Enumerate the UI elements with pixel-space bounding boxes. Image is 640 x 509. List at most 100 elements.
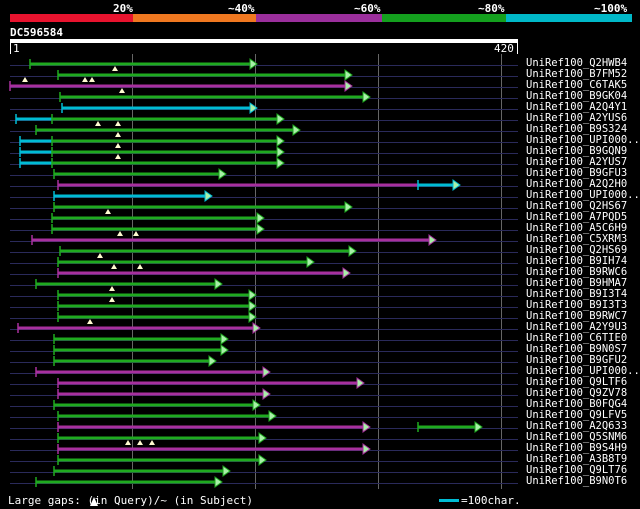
hit-name-link[interactable]: UniRef100_A2Q4Y1 <box>526 101 628 113</box>
hit-name-link[interactable]: UniRef100_B9RWC7 <box>526 310 628 322</box>
hit-segment[interactable] <box>52 150 282 154</box>
hit-segment[interactable] <box>20 161 52 165</box>
hit-segment[interactable] <box>36 480 220 484</box>
hit-end-arrow <box>344 69 353 81</box>
hit-segment[interactable] <box>58 425 368 429</box>
hit-segment[interactable] <box>20 150 52 154</box>
hit-segment[interactable] <box>54 403 258 407</box>
hit-segment[interactable] <box>52 161 282 165</box>
hit-segment[interactable] <box>32 238 434 242</box>
query-gap-marker <box>117 231 123 236</box>
hit-name-link[interactable]: UniRef100_B9N0T6 <box>526 475 628 487</box>
hit-end-arrow <box>268 410 277 422</box>
hit-segment[interactable] <box>54 359 214 363</box>
query-gap-marker <box>22 77 28 82</box>
hit-name-link[interactable]: UniRef100_A2Q633 <box>526 420 628 432</box>
hit-name-link[interactable]: UniRef100_Q5SNM6 <box>526 431 628 443</box>
hit-segment[interactable] <box>52 216 262 220</box>
hit-segment[interactable] <box>58 304 254 308</box>
hit-name-link[interactable]: UniRef100_UPI000.. <box>526 189 640 201</box>
hit-name-link[interactable]: UniRef100_B9GFU3 <box>526 167 628 179</box>
hit-name-link[interactable]: UniRef100_B9S4H9 <box>526 442 628 454</box>
hit-segment[interactable] <box>58 73 350 77</box>
hit-name-link[interactable]: UniRef100_B9RWC6 <box>526 266 628 278</box>
hit-name-link[interactable]: UniRef100_A2YUS6 <box>526 112 628 124</box>
scale-legend: =100char. <box>461 494 521 507</box>
hit-segment[interactable] <box>58 447 368 451</box>
hit-end-arrow <box>344 201 353 213</box>
hit-segment[interactable] <box>54 205 350 209</box>
hit-name-link[interactable]: UniRef100_B9HMA7 <box>526 277 628 289</box>
hit-segment[interactable] <box>58 315 254 319</box>
hit-name-link[interactable]: UniRef100_Q9ZV78 <box>526 387 628 399</box>
hit-segment[interactable] <box>58 183 418 187</box>
hit-name-link[interactable]: UniRef100_Q9LTF6 <box>526 376 628 388</box>
hit-segment[interactable] <box>36 282 220 286</box>
scale-legend-bar <box>439 499 459 502</box>
hit-segment[interactable] <box>54 348 226 352</box>
hit-segment[interactable] <box>60 95 368 99</box>
hit-segment[interactable] <box>58 381 362 385</box>
hit-name-link[interactable]: UniRef100_B9IH74 <box>526 255 628 267</box>
hit-segment[interactable] <box>52 139 282 143</box>
hit-segment[interactable] <box>52 227 262 231</box>
hit-segment[interactable] <box>54 194 210 198</box>
hit-name-link[interactable]: UniRef100_C5XRM3 <box>526 233 628 245</box>
hit-name-link[interactable]: UniRef100_UPI000.. <box>526 365 640 377</box>
hit-segment[interactable] <box>36 370 268 374</box>
row-track <box>10 329 518 330</box>
hit-name-link[interactable]: UniRef100_C6TIE0 <box>526 332 628 344</box>
hit-segment[interactable] <box>10 84 350 88</box>
hit-name-link[interactable]: UniRef100_B9I3T3 <box>526 299 628 311</box>
hit-segment[interactable] <box>58 414 274 418</box>
hit-segment[interactable] <box>52 117 282 121</box>
hit-segment[interactable] <box>60 249 354 253</box>
query-gap-marker <box>89 77 95 82</box>
hit-name-link[interactable]: UniRef100_Q9LT76 <box>526 464 628 476</box>
band-segment-1 <box>10 14 133 22</box>
hit-segment[interactable] <box>58 271 348 275</box>
hit-name-link[interactable]: UniRef100_B9GFU2 <box>526 354 628 366</box>
hit-name-link[interactable]: UniRef100_Q9LFV5 <box>526 409 628 421</box>
hit-name-link[interactable]: UniRef100_A2Q2H0 <box>526 178 628 190</box>
hit-segment[interactable] <box>36 128 298 132</box>
hit-segment[interactable] <box>58 293 254 297</box>
hit-segment[interactable] <box>30 62 255 66</box>
hit-name-link[interactable]: UniRef100_A2Y9U3 <box>526 321 628 333</box>
hit-name-link[interactable]: UniRef100_B9N0S7 <box>526 343 628 355</box>
hit-segment[interactable] <box>418 425 480 429</box>
hit-segment[interactable] <box>54 337 226 341</box>
hit-segment[interactable] <box>18 326 258 330</box>
hit-segment[interactable] <box>16 117 52 121</box>
hit-end-arrow <box>258 454 267 466</box>
hit-name-link[interactable]: UniRef100_Q2HS67 <box>526 200 628 212</box>
hit-segment[interactable] <box>62 106 255 110</box>
hit-name-link[interactable]: UniRef100_A7PQD5 <box>526 211 628 223</box>
hit-segment[interactable] <box>54 172 224 176</box>
hit-segment[interactable] <box>418 183 458 187</box>
hit-name-link[interactable]: UniRef100_UPI000.. <box>526 134 640 146</box>
hit-name-link[interactable]: UniRef100_B9I3T4 <box>526 288 628 300</box>
hit-segment[interactable] <box>20 139 52 143</box>
hit-name-link[interactable]: UniRef100_B9S324 <box>526 123 628 135</box>
query-scale-bar <box>10 39 518 43</box>
hit-name-link[interactable]: UniRef100_A2YUS7 <box>526 156 628 168</box>
hit-segment[interactable] <box>58 458 264 462</box>
hit-name-link[interactable]: UniRef100_B9GQN9 <box>526 145 628 157</box>
hit-segment[interactable] <box>54 469 228 473</box>
hit-name-link[interactable]: UniRef100_Q2HWB4 <box>526 57 628 69</box>
hit-name-link[interactable]: UniRef100_B7FM52 <box>526 68 628 80</box>
hit-name-link[interactable]: UniRef100_Q2HS69 <box>526 244 628 256</box>
query-gap-marker <box>115 143 121 148</box>
hit-name-link[interactable]: UniRef100_A5C6H9 <box>526 222 628 234</box>
hit-name-link[interactable]: UniRef100_C6TAK5 <box>526 79 628 91</box>
hit-end-arrow <box>258 432 267 444</box>
hit-segment[interactable] <box>58 260 312 264</box>
hit-segment[interactable] <box>58 436 264 440</box>
hit-name-link[interactable]: UniRef100_B9GK04 <box>526 90 628 102</box>
scale-legend-text: =100char. <box>461 494 521 507</box>
hit-name-link[interactable]: UniRef100_B0FQG4 <box>526 398 628 410</box>
query-gap-marker <box>137 440 143 445</box>
hit-segment[interactable] <box>58 392 268 396</box>
hit-name-link[interactable]: UniRef100_A3B8T9 <box>526 453 628 465</box>
